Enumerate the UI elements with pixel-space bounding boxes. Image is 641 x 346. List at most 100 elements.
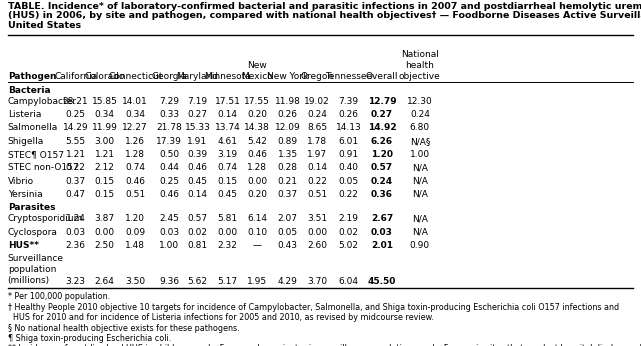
- Text: 21.78: 21.78: [156, 124, 182, 133]
- Text: 1.21: 1.21: [65, 150, 86, 159]
- Text: 1.35: 1.35: [278, 150, 298, 159]
- Text: 11.99: 11.99: [92, 124, 117, 133]
- Text: 1.21: 1.21: [94, 150, 115, 159]
- Text: Maryland: Maryland: [176, 72, 219, 81]
- Text: 4.29: 4.29: [278, 277, 298, 286]
- Text: 15.85: 15.85: [92, 97, 117, 106]
- Text: 1.97: 1.97: [307, 150, 328, 159]
- Text: 0.46: 0.46: [187, 163, 208, 172]
- Text: Listeria: Listeria: [8, 110, 41, 119]
- Text: 0.91: 0.91: [338, 150, 359, 159]
- Text: 2.36: 2.36: [65, 241, 86, 250]
- Text: 0.51: 0.51: [307, 190, 328, 199]
- Text: Yersinia: Yersinia: [8, 190, 42, 199]
- Text: 0.25: 0.25: [65, 110, 86, 119]
- Text: 6.26: 6.26: [371, 137, 393, 146]
- Text: 14.13: 14.13: [336, 124, 362, 133]
- Text: 0.24: 0.24: [307, 110, 328, 119]
- Text: 0.20: 0.20: [247, 190, 267, 199]
- Text: 17.55: 17.55: [244, 97, 270, 106]
- Text: 0.51: 0.51: [125, 190, 146, 199]
- Text: N/A: N/A: [412, 177, 428, 186]
- Text: 0.39: 0.39: [187, 150, 208, 159]
- Text: 13.74: 13.74: [215, 124, 240, 133]
- Text: 12.30: 12.30: [407, 97, 433, 106]
- Text: 1.95: 1.95: [247, 277, 267, 286]
- Text: 1.20: 1.20: [125, 214, 146, 223]
- Text: TABLE. Incidence* of laboratory-confirmed bacterial and parasitic infections in : TABLE. Incidence* of laboratory-confirme…: [8, 2, 641, 11]
- Text: HUS for 2010 and for incidence of Listeria infections for 2005 and 2010, as revi: HUS for 2010 and for incidence of Lister…: [8, 313, 433, 322]
- Text: New
Mexico: New Mexico: [241, 61, 273, 81]
- Text: Minnesota: Minnesota: [204, 72, 251, 81]
- Text: 1.26: 1.26: [125, 137, 146, 146]
- Text: 1.48: 1.48: [125, 241, 146, 250]
- Text: Salmonella: Salmonella: [8, 124, 58, 133]
- Text: 2.60: 2.60: [307, 241, 328, 250]
- Text: 1.00: 1.00: [410, 150, 430, 159]
- Text: 2.50: 2.50: [94, 241, 115, 250]
- Text: 0.34: 0.34: [125, 110, 146, 119]
- Text: 0.46: 0.46: [159, 190, 179, 199]
- Text: Connecticut: Connecticut: [108, 72, 163, 81]
- Text: 0.05: 0.05: [278, 228, 298, 237]
- Text: —: —: [253, 241, 262, 250]
- Text: 3.51: 3.51: [307, 214, 328, 223]
- Text: § No national health objective exists for these pathogens.: § No national health objective exists fo…: [8, 324, 239, 333]
- Text: Georgia: Georgia: [151, 72, 187, 81]
- Text: 0.57: 0.57: [371, 163, 393, 172]
- Text: 0.47: 0.47: [65, 190, 86, 199]
- Text: 0.14: 0.14: [187, 190, 208, 199]
- Text: Parasites: Parasites: [8, 203, 55, 212]
- Text: 0.46: 0.46: [125, 177, 146, 186]
- Text: 7.29: 7.29: [159, 97, 179, 106]
- Text: United States: United States: [8, 21, 81, 30]
- Text: 0.45: 0.45: [187, 177, 208, 186]
- Text: 0.24: 0.24: [371, 177, 393, 186]
- Text: 15.33: 15.33: [185, 124, 210, 133]
- Text: * Per 100,000 population.: * Per 100,000 population.: [8, 292, 110, 301]
- Text: 2.19: 2.19: [338, 214, 359, 223]
- Text: 2.01: 2.01: [371, 241, 393, 250]
- Text: 0.15: 0.15: [217, 177, 238, 186]
- Text: N/A: N/A: [412, 228, 428, 237]
- Text: 0.33: 0.33: [159, 110, 179, 119]
- Text: 12.27: 12.27: [122, 124, 148, 133]
- Text: 1.28: 1.28: [125, 150, 146, 159]
- Text: HUS**: HUS**: [8, 241, 38, 250]
- Text: 0.37: 0.37: [278, 190, 298, 199]
- Text: 9.36: 9.36: [159, 277, 179, 286]
- Text: 3.50: 3.50: [125, 277, 146, 286]
- Text: 1.00: 1.00: [159, 241, 179, 250]
- Text: 0.57: 0.57: [187, 214, 208, 223]
- Text: 8.65: 8.65: [307, 124, 328, 133]
- Text: 6.80: 6.80: [410, 124, 430, 133]
- Text: 4.61: 4.61: [217, 137, 238, 146]
- Text: 17.51: 17.51: [215, 97, 240, 106]
- Text: 0.22: 0.22: [307, 177, 328, 186]
- Text: 3.23: 3.23: [65, 277, 86, 286]
- Text: 0.22: 0.22: [65, 163, 86, 172]
- Text: 0.15: 0.15: [94, 190, 115, 199]
- Text: Tennessee: Tennessee: [325, 72, 372, 81]
- Text: STEC non-O157: STEC non-O157: [8, 163, 78, 172]
- Text: 3.70: 3.70: [307, 277, 328, 286]
- Text: 14.29: 14.29: [63, 124, 88, 133]
- Text: 0.24: 0.24: [410, 110, 430, 119]
- Text: 0.15: 0.15: [94, 177, 115, 186]
- Text: 0.14: 0.14: [307, 163, 328, 172]
- Text: STEC¶ O157: STEC¶ O157: [8, 150, 63, 159]
- Text: 0.00: 0.00: [94, 228, 115, 237]
- Text: 0.03: 0.03: [65, 228, 86, 237]
- Text: ¶ Shiga toxin-producing Escherichia coli.: ¶ Shiga toxin-producing Escherichia coli…: [8, 334, 171, 343]
- Text: 3.00: 3.00: [94, 137, 115, 146]
- Text: 2.45: 2.45: [159, 214, 179, 223]
- Text: 0.26: 0.26: [338, 110, 359, 119]
- Text: 14.92: 14.92: [368, 124, 396, 133]
- Text: 0.00: 0.00: [247, 177, 267, 186]
- Text: 17.39: 17.39: [156, 137, 182, 146]
- Text: Bacteria: Bacteria: [8, 86, 50, 95]
- Text: Colorado: Colorado: [85, 72, 124, 81]
- Text: 0.05: 0.05: [338, 177, 359, 186]
- Text: 3.19: 3.19: [217, 150, 238, 159]
- Text: 2.64: 2.64: [94, 277, 115, 286]
